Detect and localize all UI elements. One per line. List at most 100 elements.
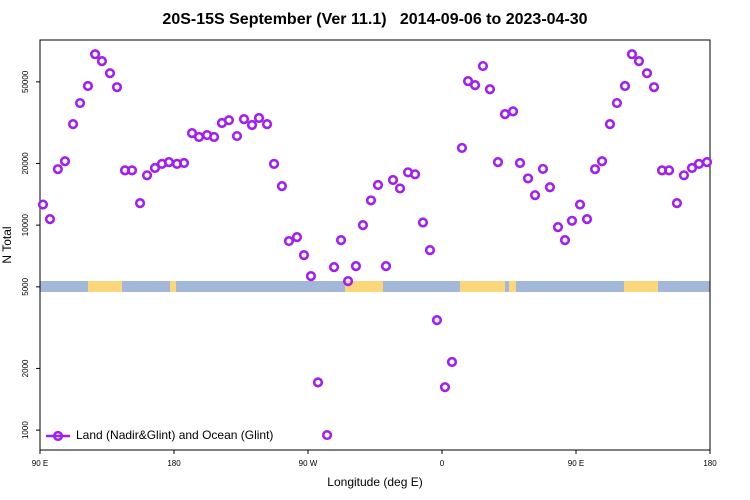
point xyxy=(380,261,392,272)
point xyxy=(604,119,616,130)
point xyxy=(439,382,451,393)
x-tick-label: 0 xyxy=(440,459,445,468)
point xyxy=(321,429,333,441)
point xyxy=(283,235,295,247)
point xyxy=(469,80,481,91)
point xyxy=(462,76,474,87)
y-tick-label: 1000 xyxy=(21,421,30,439)
point xyxy=(633,56,645,67)
y-axis-label: N Total xyxy=(0,226,14,263)
point xyxy=(52,164,63,175)
surface-band xyxy=(40,281,710,292)
point xyxy=(552,222,564,233)
point xyxy=(529,190,541,201)
point xyxy=(477,60,489,72)
point xyxy=(514,157,526,169)
x-tick-label: 180 xyxy=(167,459,181,468)
plot-frame xyxy=(39,39,711,451)
point xyxy=(126,165,138,176)
point xyxy=(671,198,683,209)
x-tick-label: 90 W xyxy=(299,459,318,468)
point xyxy=(492,156,504,168)
point xyxy=(574,199,586,210)
point xyxy=(305,271,317,282)
y-tick-label: 10000 xyxy=(21,213,30,236)
point xyxy=(701,156,713,168)
point xyxy=(365,195,377,206)
point xyxy=(298,250,310,261)
y-tick-label: 20000 xyxy=(21,152,30,175)
point xyxy=(409,169,421,180)
land-band xyxy=(509,281,516,292)
point xyxy=(328,262,340,273)
x-tick-label: 180 xyxy=(703,459,717,468)
point xyxy=(357,220,369,231)
x-tick-label: 90 E xyxy=(32,459,48,468)
point xyxy=(149,162,161,174)
point xyxy=(394,183,406,194)
point xyxy=(342,276,354,287)
legend-label: Land (Nadir&Glint) and Ocean (Glint) xyxy=(76,428,273,442)
x-axis-label: Longitude (deg E) xyxy=(327,475,422,489)
point xyxy=(446,356,458,368)
point xyxy=(44,214,56,225)
point xyxy=(611,97,623,109)
point xyxy=(387,174,399,186)
point xyxy=(223,115,235,126)
point xyxy=(141,170,153,181)
point xyxy=(372,179,384,191)
point xyxy=(663,165,675,176)
point xyxy=(424,245,436,256)
point xyxy=(261,119,273,130)
point xyxy=(581,214,593,225)
land-band xyxy=(345,281,383,292)
land-band xyxy=(170,281,176,292)
point xyxy=(596,156,608,167)
legend-marker xyxy=(52,430,64,442)
point xyxy=(59,156,71,167)
point xyxy=(537,163,549,175)
point xyxy=(678,170,690,181)
point xyxy=(246,119,258,131)
point xyxy=(231,130,243,142)
point xyxy=(82,80,94,92)
point xyxy=(589,164,601,175)
point xyxy=(335,235,347,246)
point xyxy=(111,82,123,93)
point xyxy=(559,235,571,246)
x-tick-label: 90 E xyxy=(568,459,584,468)
point xyxy=(641,68,653,79)
point xyxy=(312,377,324,388)
point xyxy=(208,131,220,143)
y-tick-label: 50000 xyxy=(21,70,30,93)
point xyxy=(686,162,698,174)
point xyxy=(178,157,190,169)
point xyxy=(626,49,638,60)
point xyxy=(238,114,250,125)
point xyxy=(350,261,362,272)
point xyxy=(417,217,429,228)
point xyxy=(37,199,49,210)
point xyxy=(89,49,101,60)
point xyxy=(544,182,556,193)
point xyxy=(522,173,534,184)
point xyxy=(648,82,660,93)
point xyxy=(276,181,288,192)
point xyxy=(253,112,265,124)
land-band xyxy=(624,281,658,292)
y-tick-label: 2000 xyxy=(21,359,30,377)
point xyxy=(291,232,303,243)
land-band xyxy=(88,281,122,292)
point xyxy=(456,142,468,154)
point xyxy=(431,315,443,326)
point xyxy=(507,106,519,117)
point xyxy=(104,68,116,79)
point xyxy=(484,84,496,95)
point xyxy=(96,56,108,67)
point xyxy=(134,198,146,209)
chart-title: 20S-15S September (Ver 11.1) 2014-09-06 … xyxy=(162,11,587,28)
point xyxy=(619,80,631,92)
point xyxy=(566,215,578,226)
land-band xyxy=(460,281,505,292)
